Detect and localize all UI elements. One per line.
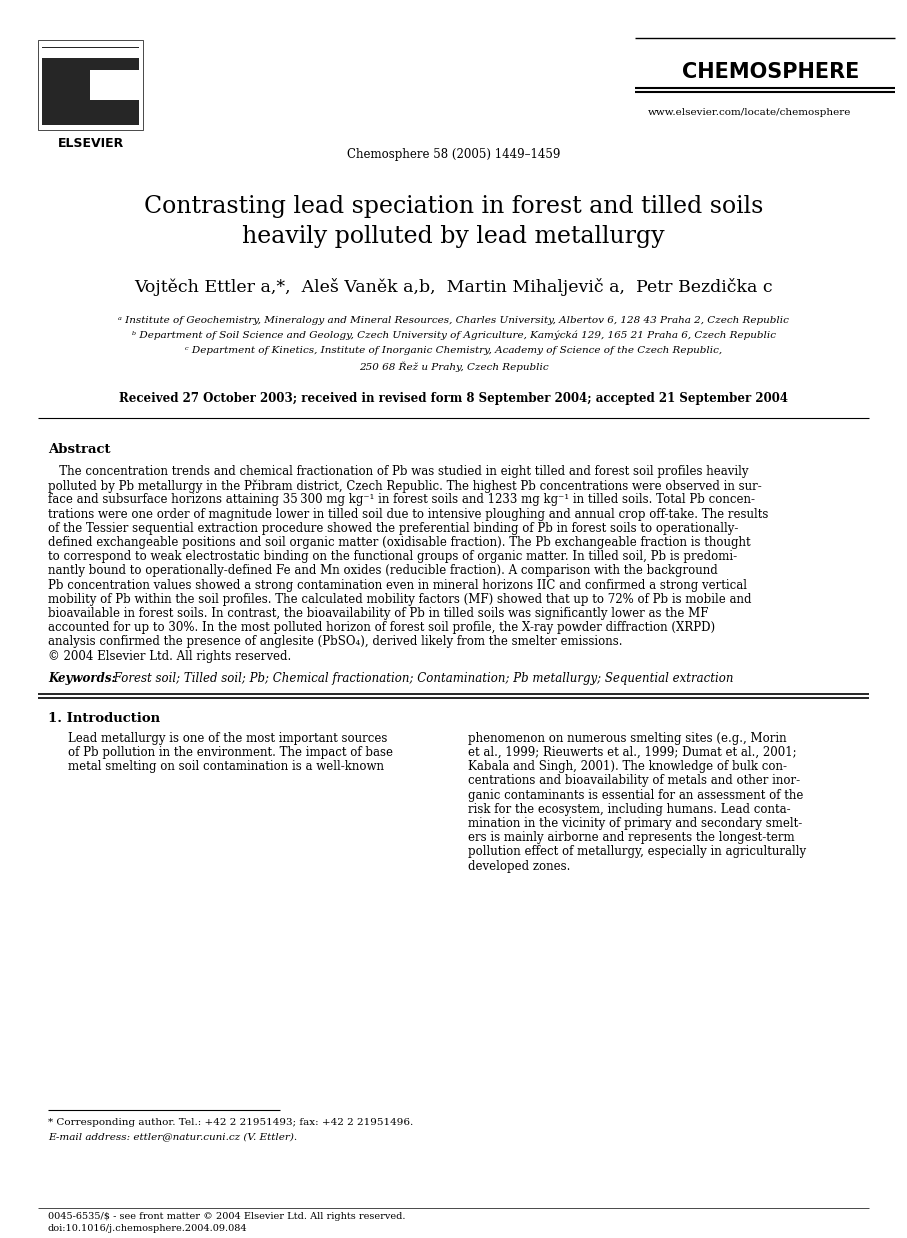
Text: et al., 1999; Rieuwerts et al., 1999; Dumat et al., 2001;: et al., 1999; Rieuwerts et al., 1999; Du…: [468, 747, 796, 759]
Text: polluted by Pb metallurgy in the Přibram district, Czech Republic. The highest P: polluted by Pb metallurgy in the Přibram…: [48, 479, 762, 493]
Bar: [38, 40, 143, 130]
Text: ᵃ Institute of Geochemistry, Mineralogy and Mineral Resources, Charles Universit: ᵃ Institute of Geochemistry, Mineralogy …: [118, 316, 789, 326]
Text: of Pb pollution in the environment. The impact of base: of Pb pollution in the environment. The …: [68, 747, 393, 759]
Text: Forest soil; Tilled soil; Pb; Chemical fractionation; Contamination; Pb metallur: Forest soil; Tilled soil; Pb; Chemical f…: [110, 672, 734, 685]
Text: of the Tessier sequential extraction procedure showed the preferential binding o: of the Tessier sequential extraction pro…: [48, 521, 738, 535]
Bar: [38, 35, 143, 130]
Bar: [42, 47, 139, 125]
Text: © 2004 Elsevier Ltd. All rights reserved.: © 2004 Elsevier Ltd. All rights reserved…: [48, 650, 291, 662]
Text: www.elsevier.com/locate/chemosphere: www.elsevier.com/locate/chemosphere: [648, 108, 852, 118]
Text: trations were one order of magnitude lower in tilled soil due to intensive ploug: trations were one order of magnitude low…: [48, 508, 768, 521]
Text: Kabala and Singh, 2001). The knowledge of bulk con-: Kabala and Singh, 2001). The knowledge o…: [468, 760, 787, 774]
Text: Pb concentration values showed a strong contamination even in mineral horizons I: Pb concentration values showed a strong …: [48, 578, 747, 592]
Bar: [42, 48, 139, 58]
Text: metal smelting on soil contamination is a well-known: metal smelting on soil contamination is …: [68, 760, 384, 774]
Text: heavily polluted by lead metallurgy: heavily polluted by lead metallurgy: [242, 225, 665, 248]
Text: Chemosphere 58 (2005) 1449–1459: Chemosphere 58 (2005) 1449–1459: [346, 149, 561, 161]
Text: analysis confirmed the presence of anglesite (PbSO₄), derived likely from the sm: analysis confirmed the presence of angle…: [48, 635, 622, 649]
Text: Contrasting lead speciation in forest and tilled soils: Contrasting lead speciation in forest an…: [144, 196, 763, 218]
Text: Abstract: Abstract: [48, 443, 111, 456]
Text: doi:10.1016/j.chemosphere.2004.09.084: doi:10.1016/j.chemosphere.2004.09.084: [48, 1224, 248, 1233]
Text: 250 68 Řež u Prahy, Czech Republic: 250 68 Řež u Prahy, Czech Republic: [358, 361, 549, 371]
Text: Received 27 October 2003; received in revised form 8 September 2004; accepted 21: Received 27 October 2003; received in re…: [119, 392, 788, 405]
Text: * Corresponding author. Tel.: +42 2 21951493; fax: +42 2 21951496.: * Corresponding author. Tel.: +42 2 2195…: [48, 1118, 414, 1127]
Text: Vojtěch Ettler a,*,  Aleš Vaněk a,b,  Martin Mihaljevič a,  Petr Bezdička c: Vojtěch Ettler a,*, Aleš Vaněk a,b, Mart…: [134, 279, 773, 296]
Text: phenomenon on numerous smelting sites (e.g., Morin: phenomenon on numerous smelting sites (e…: [468, 732, 786, 745]
Text: accounted for up to 30%. In the most polluted horizon of forest soil profile, th: accounted for up to 30%. In the most pol…: [48, 621, 715, 634]
Text: The concentration trends and chemical fractionation of Pb was studied in eight t: The concentration trends and chemical fr…: [48, 465, 748, 478]
Text: face and subsurface horizons attaining 35 300 mg kg⁻¹ in forest soils and 1233 m: face and subsurface horizons attaining 3…: [48, 494, 755, 506]
Text: bioavailable in forest soils. In contrast, the bioavailability of Pb in tilled s: bioavailable in forest soils. In contras…: [48, 607, 708, 620]
Text: mination in the vicinity of primary and secondary smelt-: mination in the vicinity of primary and …: [468, 817, 803, 829]
Text: ganic contaminants is essential for an assessment of the: ganic contaminants is essential for an a…: [468, 789, 804, 801]
Text: mobility of Pb within the soil profiles. The calculated mobility factors (MF) sh: mobility of Pb within the soil profiles.…: [48, 593, 752, 605]
Text: E-mail address: ettler@natur.cuni.cz (V. Ettler).: E-mail address: ettler@natur.cuni.cz (V.…: [48, 1132, 297, 1141]
Text: nantly bound to operationally-defined Fe and Mn oxides (reducible fraction). A c: nantly bound to operationally-defined Fe…: [48, 565, 717, 577]
Bar: [90, 71, 140, 100]
Text: 1. Introduction: 1. Introduction: [48, 712, 161, 724]
Text: CHEMOSPHERE: CHEMOSPHERE: [682, 62, 859, 82]
Text: pollution effect of metallurgy, especially in agriculturally: pollution effect of metallurgy, especial…: [468, 846, 806, 858]
Text: defined exchangeable positions and soil organic matter (oxidisable fraction). Th: defined exchangeable positions and soil …: [48, 536, 751, 548]
Text: ᶜ Department of Kinetics, Institute of Inorganic Chemistry, Academy of Science o: ᶜ Department of Kinetics, Institute of I…: [185, 345, 722, 355]
Text: to correspond to weak electrostatic binding on the functional groups of organic : to correspond to weak electrostatic bind…: [48, 550, 737, 563]
Text: 0045-6535/$ - see front matter © 2004 Elsevier Ltd. All rights reserved.: 0045-6535/$ - see front matter © 2004 El…: [48, 1212, 405, 1221]
Text: centrations and bioavailability of metals and other inor-: centrations and bioavailability of metal…: [468, 775, 800, 787]
Text: risk for the ecosystem, including humans. Lead conta-: risk for the ecosystem, including humans…: [468, 802, 791, 816]
Text: developed zones.: developed zones.: [468, 859, 571, 873]
Text: Lead metallurgy is one of the most important sources: Lead metallurgy is one of the most impor…: [68, 732, 387, 745]
Text: ers is mainly airborne and represents the longest-term: ers is mainly airborne and represents th…: [468, 831, 795, 844]
Text: ᵇ Department of Soil Science and Geology, Czech University of Agriculture, Kamýc: ᵇ Department of Soil Science and Geology…: [132, 331, 775, 340]
Text: ELSEVIER: ELSEVIER: [58, 137, 124, 150]
Text: Keywords:: Keywords:: [48, 672, 116, 685]
